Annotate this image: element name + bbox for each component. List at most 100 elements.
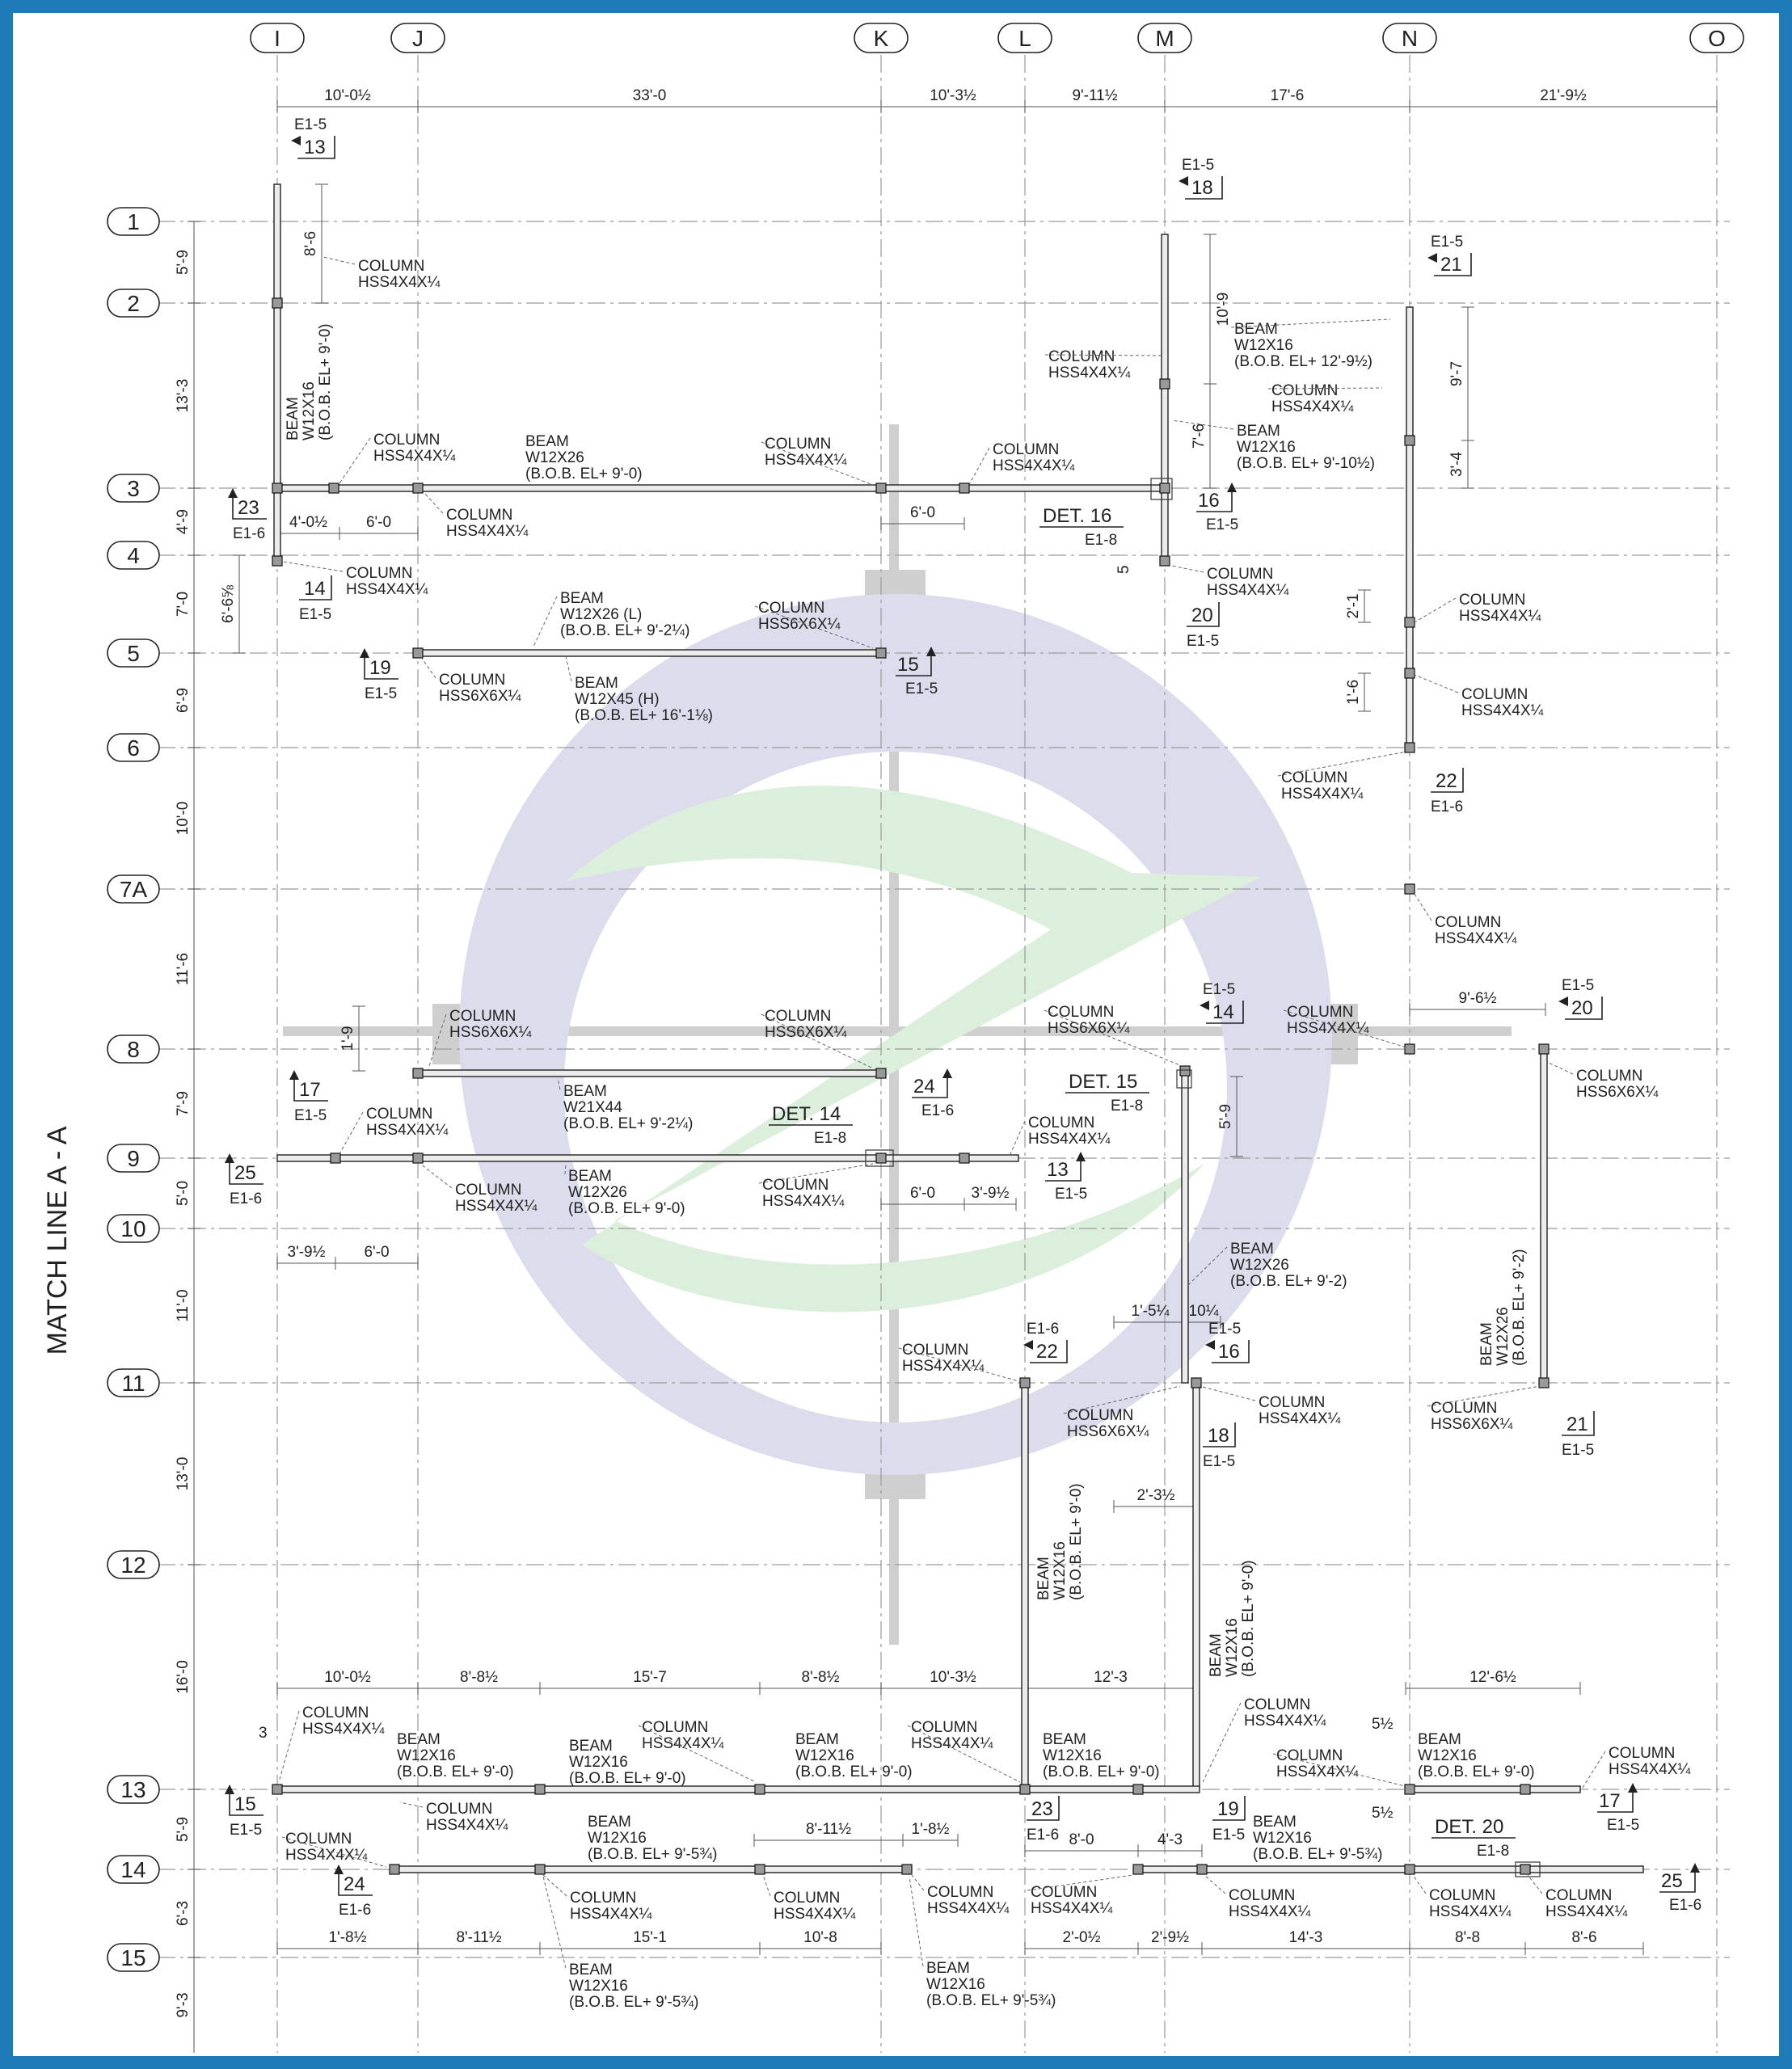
detail-title: DET. 14 <box>772 1103 841 1125</box>
grid-label-12: 12 <box>120 1553 145 1578</box>
dimension-value: 8'-8 <box>1455 1929 1480 1946</box>
callout-line: BEAM <box>1237 423 1280 440</box>
section-arrow <box>232 493 267 520</box>
callout-line: W12X16 <box>1052 1541 1069 1600</box>
column <box>272 555 283 567</box>
callout-line: COLUMN <box>346 565 412 582</box>
column <box>901 1864 913 1875</box>
section-marker: E1-6 23 <box>228 488 267 542</box>
callout-line: BEAM <box>563 1083 607 1100</box>
callout-line: COLUMN <box>642 1719 708 1736</box>
dimension-value: 3'-4 <box>1448 452 1465 478</box>
leader-line <box>533 596 558 647</box>
dimension-value: 9'-6½ <box>1459 990 1497 1007</box>
dimension-value: 10'-0½ <box>324 1669 371 1686</box>
section-arrow <box>297 136 335 159</box>
callout-line: W12X16 <box>1224 1618 1241 1677</box>
watermark-cross-h <box>283 1026 1512 1036</box>
callout-line: COLUMN <box>449 1008 516 1025</box>
callout-line: W12X26 <box>568 1184 627 1201</box>
grid-label-M: M <box>1155 26 1174 51</box>
section-marker: E1-5 18 <box>1203 1422 1236 1470</box>
callout-line: HSS4X4X¼ <box>446 523 529 540</box>
section-arrow <box>229 1789 264 1816</box>
callout-line: HSS4X4X¼ <box>1459 608 1542 625</box>
callout-line: COLUMN <box>1435 914 1501 931</box>
grid-label-J: J <box>412 26 424 51</box>
section-sheet: E1-6 <box>921 1102 954 1119</box>
grid-bubble-11 <box>107 1368 160 1397</box>
callout-line: (B.O.B. EL+ 9'-0) <box>397 1763 514 1780</box>
leader-line <box>542 1874 567 1897</box>
dimension-value: 14'-3 <box>1289 1929 1323 1946</box>
section-sheet: E1-5 <box>1203 1453 1235 1470</box>
section-arrow <box>896 653 932 676</box>
callout-line: (B.O.B. EL+ 9'-5¾) <box>569 1994 698 2011</box>
column <box>1159 555 1170 567</box>
section-arrowhead <box>1200 1001 1209 1010</box>
callout-line: COLUMN <box>762 1177 829 1194</box>
grid-bubble-K <box>854 23 909 53</box>
section-arrow <box>1196 489 1233 512</box>
section-number: 24 <box>913 1076 935 1098</box>
grid-bubble-1 <box>107 207 160 236</box>
section-arrowhead <box>291 136 301 145</box>
dimension-value: 1'-9 <box>339 1026 356 1051</box>
section-arrow <box>364 653 398 680</box>
column <box>330 1152 341 1164</box>
leader-line <box>1527 1874 1543 1894</box>
dimension-value: 6'-6⅝ <box>220 585 237 623</box>
callout-line: BEAM <box>1418 1731 1461 1748</box>
column <box>1191 1377 1202 1388</box>
grid-label-2: 2 <box>127 291 140 316</box>
section-arrow <box>912 1075 948 1098</box>
callout-line: (B.O.B. EL+ 9'-2¼) <box>560 622 689 639</box>
grid-label-L: L <box>1018 26 1031 51</box>
callout-line: (B.O.B. EL+ 9'-5¾) <box>926 1992 1056 2009</box>
dimension-value: 9'-7 <box>1448 361 1465 386</box>
callout-line: COLUMN <box>366 1106 432 1123</box>
beam <box>272 1785 1200 1793</box>
callout-line: BEAM <box>1208 1633 1225 1677</box>
section-number: 19 <box>1217 1798 1239 1820</box>
callout-line: COLUMN <box>570 1890 636 1907</box>
callout-line: (B.O.B. EL+ 9'-2¼) <box>563 1115 693 1132</box>
callout-line: BEAM <box>1234 321 1278 338</box>
callout-line: COLUMN <box>1459 592 1525 609</box>
dimension-value: 1'-5¼ <box>1132 1303 1170 1320</box>
callout-line: (B.O.B. EL+ 16'-1⅛) <box>575 707 713 724</box>
leader-line <box>1582 1751 1606 1789</box>
leader-line <box>1171 419 1234 430</box>
dimension-value: 5½ <box>1372 1716 1394 1733</box>
section-arrow <box>1212 1796 1246 1821</box>
callout-line: COLUMN <box>1244 1696 1310 1713</box>
dimension-value: 6'-0 <box>910 1185 935 1202</box>
detail-callout: DET. 14 E1-8 <box>769 1103 853 1147</box>
column <box>1538 1377 1550 1388</box>
callout-line: (B.O.B. EL+ 9'-0) <box>1418 1763 1535 1780</box>
section-sheet: E1-5 <box>1607 1817 1639 1834</box>
column <box>1404 668 1415 679</box>
section-number: 14 <box>304 578 326 600</box>
section-arrowhead <box>360 648 369 658</box>
detail-callout: DET. 15 E1-8 <box>1065 1071 1149 1115</box>
section-number: 15 <box>234 1793 256 1815</box>
dimension-value: 10'-0½ <box>324 87 371 104</box>
section-arrowhead <box>1628 1783 1638 1793</box>
section-number: 20 <box>1191 605 1213 626</box>
section-arrowhead <box>225 1153 234 1163</box>
callout-line: (B.O.B. EL+ 9'-10½) <box>1237 455 1375 472</box>
